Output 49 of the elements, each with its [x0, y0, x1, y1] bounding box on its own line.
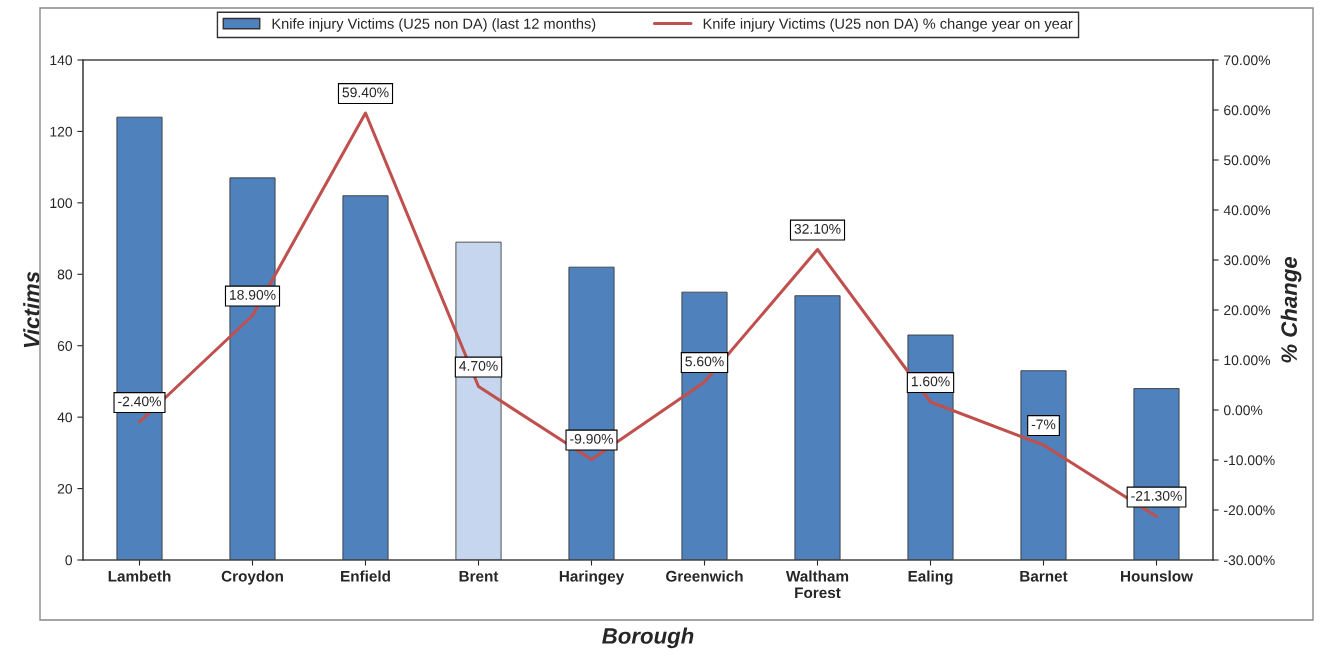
legend-label: Knife injury Victims (U25 non DA) (last 12 months): [272, 18, 596, 32]
x-tick-label: Brent: [459, 570, 499, 582]
y2-tick-label: 40.00%: [1223, 205, 1271, 216]
x-tick-label: Croydon: [221, 570, 283, 585]
y2-tick-label: 30.00%: [1223, 255, 1271, 266]
legend-label: Knife injury Victims (U25 non DA) % change year on year: [703, 18, 1073, 32]
x-tick-label: Lambeth: [108, 570, 171, 582]
data-label: 5.60%: [685, 356, 724, 367]
y2-tick-label: -30.00%: [1224, 555, 1275, 566]
data-label: -21.30%: [1131, 490, 1182, 501]
y2-tick-label: 70.00%: [1224, 55, 1271, 66]
bar: [342, 195, 389, 560]
data-label: 18.90%: [230, 289, 276, 300]
y-tick-label: 60: [57, 341, 73, 351]
data-label: -7%: [1031, 419, 1056, 430]
y2-tick-label: -10.00%: [1224, 455, 1275, 466]
x-axis-title: Borough: [602, 627, 694, 649]
data-label: 4.70%: [459, 360, 498, 371]
y2-tick-label: 60.00%: [1224, 105, 1271, 116]
data-label: -2.40%: [118, 396, 162, 407]
y2-tick-label: 50.00%: [1223, 155, 1271, 166]
x-tick-label: Haringey: [559, 570, 625, 585]
y-tick-label: 40: [57, 412, 73, 423]
y-tick-label: 20: [57, 483, 73, 494]
y-tick-label: 120: [50, 126, 73, 137]
x-tick-label: Hounslow: [1121, 570, 1194, 582]
bar: [455, 241, 502, 560]
data-label: 59.40%: [342, 87, 389, 98]
y-tick-label: 80: [57, 269, 73, 280]
y2-tick-label: -20.00%: [1224, 505, 1275, 516]
x-tick-label: Enfield: [341, 570, 390, 582]
x-tick-label: Barnet: [1020, 570, 1068, 582]
bar: [681, 291, 728, 560]
x-tick-label: Greenwich: [666, 570, 743, 582]
x-tick-label: Waltham Forest: [785, 570, 849, 599]
x-tick-label: Ealing: [908, 570, 953, 585]
y-axis-title: Victims: [23, 271, 40, 348]
y-tick-label: 0: [65, 555, 73, 566]
bar: [907, 334, 954, 560]
data-label: 32.10%: [794, 223, 841, 234]
y2-tick-label: 20.00%: [1224, 305, 1271, 316]
data-label: 1.60%: [911, 376, 950, 387]
y-tick-label: 100: [50, 198, 73, 209]
y2-tick-label: 0.00%: [1223, 405, 1263, 416]
y2-tick-label: 10.00%: [1224, 355, 1271, 366]
y-tick-label: 140: [50, 55, 73, 66]
y2-axis-title: % Change: [1280, 256, 1302, 363]
bar: [794, 295, 841, 560]
data-label: -9.90%: [570, 433, 614, 444]
